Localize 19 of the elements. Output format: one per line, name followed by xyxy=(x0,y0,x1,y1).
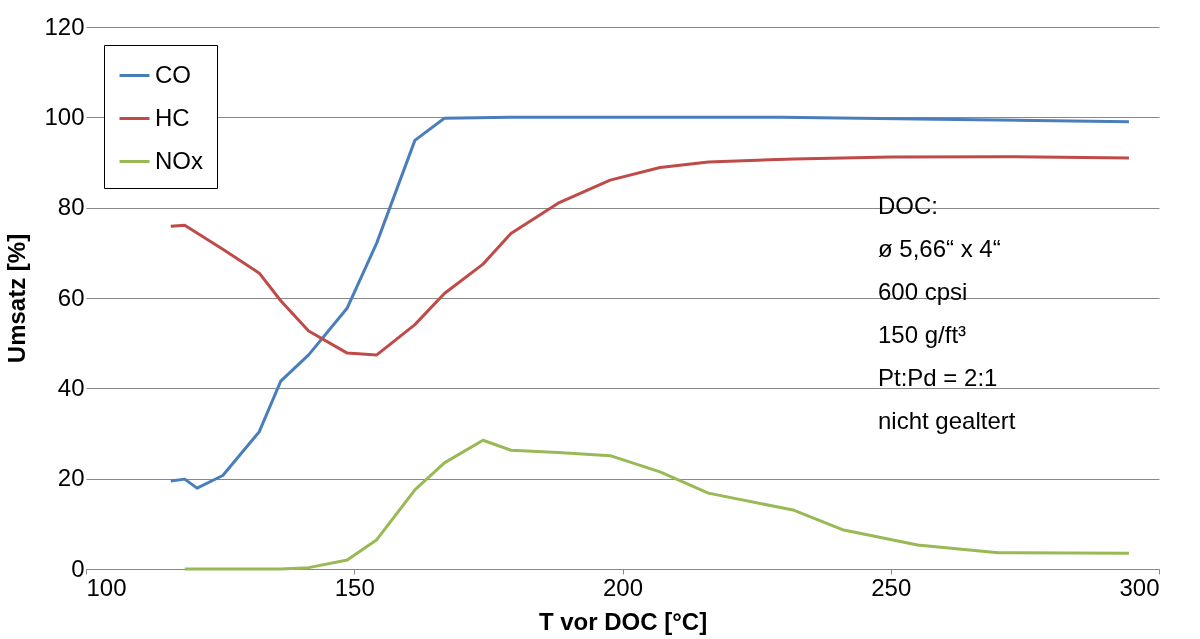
line-series xyxy=(183,438,1131,571)
x-tick-label: 250 xyxy=(871,573,912,601)
x-tick-label: 100 xyxy=(86,573,127,601)
y-tick-label: 0 xyxy=(71,554,85,582)
y-tick-label: 100 xyxy=(44,102,85,130)
legend-label: HC xyxy=(155,103,190,131)
x-axis-title: T vor DOC [°C] xyxy=(538,607,708,635)
y-tick-label: 80 xyxy=(57,193,85,221)
y-tick-label: 40 xyxy=(57,373,85,401)
y-tick-label: 20 xyxy=(57,464,85,492)
y-tick-label: 120 xyxy=(44,12,85,40)
x-tick-label: 300 xyxy=(1119,573,1160,601)
y-axis-title: Umsatz [%] xyxy=(3,233,31,364)
x-tick-label: 150 xyxy=(334,573,375,601)
y-tick-label: 60 xyxy=(57,283,85,311)
annotation: DOC: ø 5,66“ x 4“ 600 cpsi 150 g/ft³ Pt:Pd = 2:1 nicht gealtert xyxy=(878,192,1016,434)
legend-label: CO xyxy=(155,60,191,88)
x-tick-label: 200 xyxy=(602,573,644,601)
legend-label: NOx xyxy=(155,146,203,174)
